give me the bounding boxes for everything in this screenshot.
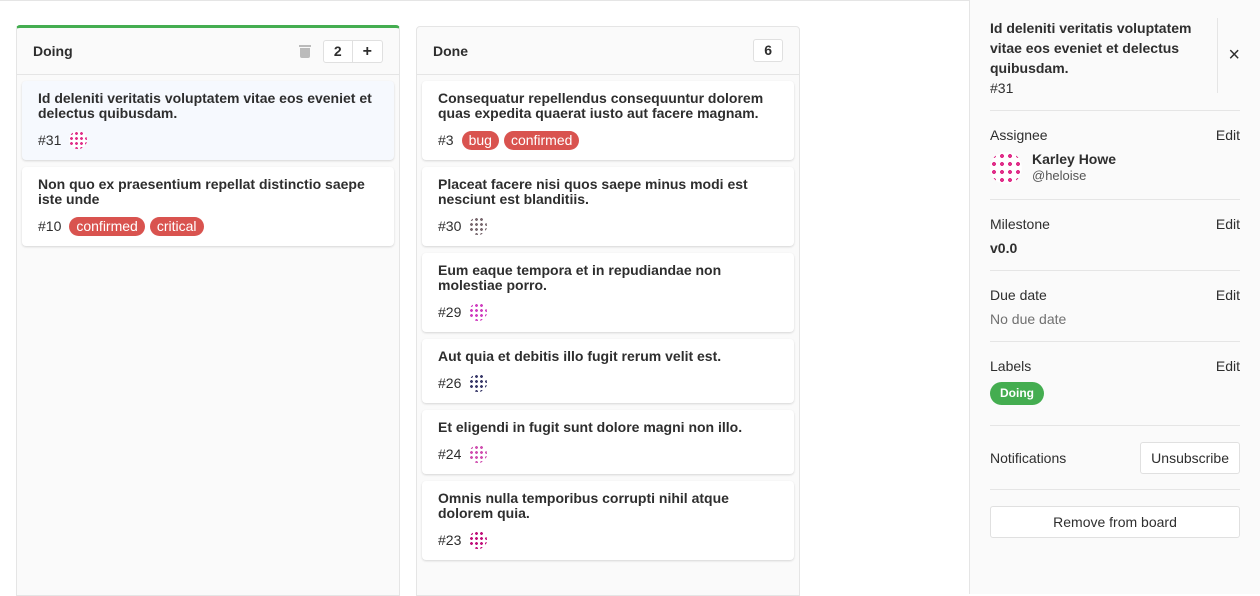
issue-card[interactable]: Id deleniti veritatis voluptatem vitae e…	[22, 81, 394, 160]
close-icon[interactable]: ×	[1217, 18, 1240, 93]
labels-label: Labels	[990, 358, 1032, 374]
card-title[interactable]: Et eligendi in fugit sunt dolore magni n…	[438, 419, 743, 435]
issue-number: #26	[438, 375, 462, 391]
issue-sidebar: Id deleniti veritatis voluptatem vitae e…	[969, 0, 1260, 594]
issue-count: 2 +	[322, 39, 383, 63]
issue-card[interactable]: Placeat facere nisi quos saepe minus mod…	[422, 167, 794, 246]
avatar	[69, 131, 88, 149]
issue-card[interactable]: Omnis nulla temporibus corrupti nihil at…	[422, 481, 794, 560]
issue-card[interactable]: Eum eaque tempora et in repudiandae non …	[422, 253, 794, 332]
avatar	[469, 303, 488, 321]
card-title[interactable]: Consequatur repellendus consequuntur dol…	[438, 90, 764, 121]
issue-number: #29	[438, 304, 462, 320]
avatar	[990, 152, 1022, 184]
avatar	[469, 531, 488, 549]
issue-card[interactable]: Non quo ex praesentium repellat distinct…	[22, 167, 394, 246]
top-divider	[0, 0, 1260, 1]
board-list-doing: Doing 2 + Id deleniti veritatis voluptat…	[16, 25, 400, 596]
assignee-label: Assignee	[990, 127, 1048, 143]
board-list-done: Done 6 Consequatur repellendus consequun…	[416, 26, 800, 596]
issue-number: #23	[438, 532, 462, 548]
avatar	[469, 445, 488, 463]
milestone-label: Milestone	[990, 216, 1050, 232]
issue-card[interactable]: Aut quia et debitis illo fugit rerum vel…	[422, 339, 794, 403]
label-badge[interactable]: critical	[149, 216, 204, 236]
issue-title: Id deleniti veritatis voluptatem vitae e…	[990, 20, 1192, 76]
due-date-label: Due date	[990, 287, 1047, 303]
edit-labels[interactable]: Edit	[1215, 358, 1240, 374]
avatar	[469, 374, 488, 392]
label-doing[interactable]: Doing	[990, 382, 1044, 405]
due-date-value: No due date	[990, 311, 1067, 327]
issue-number: #3	[438, 132, 454, 148]
issue-card[interactable]: Consequatur repellendus consequuntur dol…	[422, 81, 794, 160]
avatar	[469, 217, 488, 235]
issue-number: #10	[38, 218, 62, 234]
assignee-username: @heloise	[1032, 168, 1087, 183]
assignee-name[interactable]: Karley Howe	[1032, 151, 1117, 167]
card-title[interactable]: Id deleniti veritatis voluptatem vitae e…	[38, 90, 372, 121]
edit-milestone[interactable]: Edit	[1215, 216, 1240, 232]
card-title[interactable]: Non quo ex praesentium repellat distinct…	[38, 176, 365, 207]
card-title[interactable]: Aut quia et debitis illo fugit rerum vel…	[438, 348, 722, 364]
milestone-value: v0.0	[990, 240, 1018, 256]
issue-number: #30	[438, 218, 462, 234]
add-issue-button[interactable]: +	[351, 40, 382, 62]
notifications-label: Notifications	[990, 450, 1067, 466]
card-title[interactable]: Omnis nulla temporibus corrupti nihil at…	[438, 490, 729, 521]
card-title[interactable]: Eum eaque tempora et in repudiandae non …	[438, 262, 722, 293]
trash-icon[interactable]	[298, 44, 311, 58]
issue-number: #24	[438, 446, 462, 462]
label-badge[interactable]: confirmed	[69, 216, 145, 236]
remove-from-board-button[interactable]: Remove from board	[990, 506, 1240, 538]
card-title[interactable]: Placeat facere nisi quos saepe minus mod…	[438, 176, 748, 207]
label-badge[interactable]: confirmed	[503, 130, 580, 150]
edit-due-date[interactable]: Edit	[1215, 287, 1240, 303]
list-title: Done	[433, 42, 468, 59]
issue-count: 6	[753, 39, 783, 62]
label-badge[interactable]: bug	[461, 130, 499, 150]
unsubscribe-button[interactable]: Unsubscribe	[1140, 442, 1240, 474]
issue-number: #31	[990, 80, 1014, 96]
list-title: Doing	[33, 43, 73, 59]
issue-card[interactable]: Et eligendi in fugit sunt dolore magni n…	[422, 410, 794, 474]
issue-number: #31	[38, 132, 62, 148]
edit-assignee[interactable]: Edit	[1215, 127, 1240, 143]
